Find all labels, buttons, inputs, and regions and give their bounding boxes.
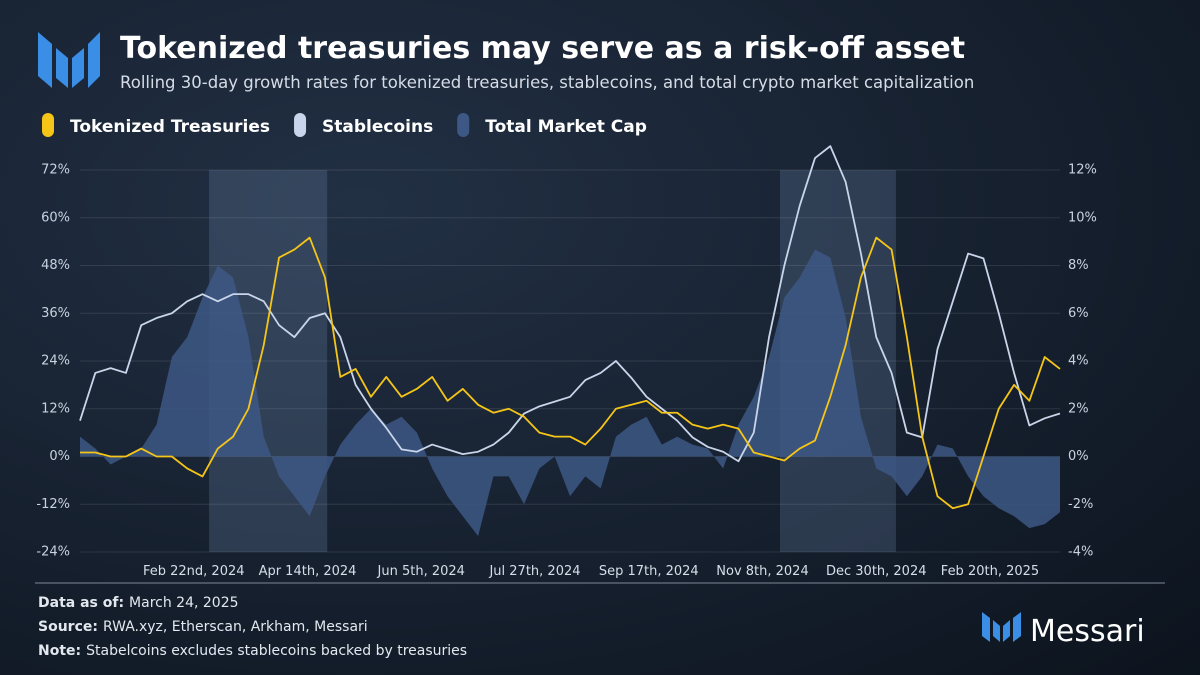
brand-name: Messari [1030,614,1145,649]
y2-tick-label: -4% [1068,545,1093,560]
chart-title: Tokenized treasuries may serve as a risk… [120,31,965,66]
y2-tick-label: 6% [1068,306,1089,321]
y2-tick-label: -2% [1068,497,1093,512]
y2-tick-label: 4% [1068,354,1089,369]
legend-label: Tokenized Treasuries [70,117,270,137]
logo [38,32,100,88]
y2-tick-label: 12% [1068,163,1097,178]
line [79,145,1061,463]
y-tick-label: 36% [41,306,70,321]
x-tick-label: Apr 14th, 2024 [259,564,357,579]
legend-label: Stablecoins [322,117,433,137]
x-tick-label: Sep 17th, 2024 [599,564,699,579]
legend-swatch [294,113,307,137]
note-label: Data as of: [38,595,124,611]
note-text: RWA.xyz, Etherscan, Arkham, Messari [103,619,368,635]
x-tick-label: Feb 20th, 2025 [941,564,1039,579]
y-tick-label: 60% [41,210,70,225]
y-tick-label: -12% [36,497,70,512]
legend-swatch [457,113,470,137]
y-tick-label: -24% [36,545,70,560]
y2-tick-label: 0% [1068,449,1089,464]
x-tick-label: Nov 8th, 2024 [716,564,808,579]
note: Data as of: March 24, 2025 [38,595,239,611]
note-text: March 24, 2025 [129,595,238,611]
y-tick-label: 24% [41,354,70,369]
y-tick-label: 48% [41,258,70,273]
note: Note: Stabelcoins excludes stablecoins ba… [38,643,467,659]
y-tick-label: 72% [41,163,70,178]
y2-tick-label: 10% [1068,210,1097,225]
x-tick-label: Jun 5th, 2024 [377,564,465,579]
area [80,249,1060,537]
note-text: Stabelcoins excludes stablecoins backed … [86,643,467,659]
x-tick-label: Feb 22nd, 2024 [143,564,245,579]
note: Source: RWA.xyz, Etherscan, Arkham, Messa… [38,619,368,635]
x-tick-label: Jul 27th, 2024 [488,564,580,579]
y2-tick-label: 8% [1068,258,1089,273]
chart-subtitle: Rolling 30-day growth rates for tokenize… [120,73,974,92]
line [80,236,1061,510]
legend-swatch [42,113,54,137]
brand-logo [982,612,1021,642]
note-label: Note: [38,643,81,659]
y2-tick-label: 2% [1068,401,1089,416]
y-tick-label: 12% [41,401,70,416]
legend-label: Total Market Cap [485,117,647,137]
x-tick-label: Dec 30th, 2024 [826,564,927,579]
note-label: Source: [38,619,98,635]
y-tick-label: 0% [49,449,70,464]
